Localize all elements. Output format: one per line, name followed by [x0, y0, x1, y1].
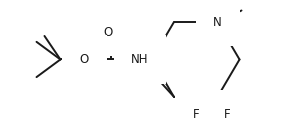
Text: F: F — [224, 108, 231, 121]
Text: F: F — [193, 108, 199, 121]
Text: O: O — [80, 53, 89, 66]
Text: O: O — [104, 26, 113, 38]
Text: NH: NH — [131, 53, 149, 66]
Text: N: N — [213, 16, 222, 29]
